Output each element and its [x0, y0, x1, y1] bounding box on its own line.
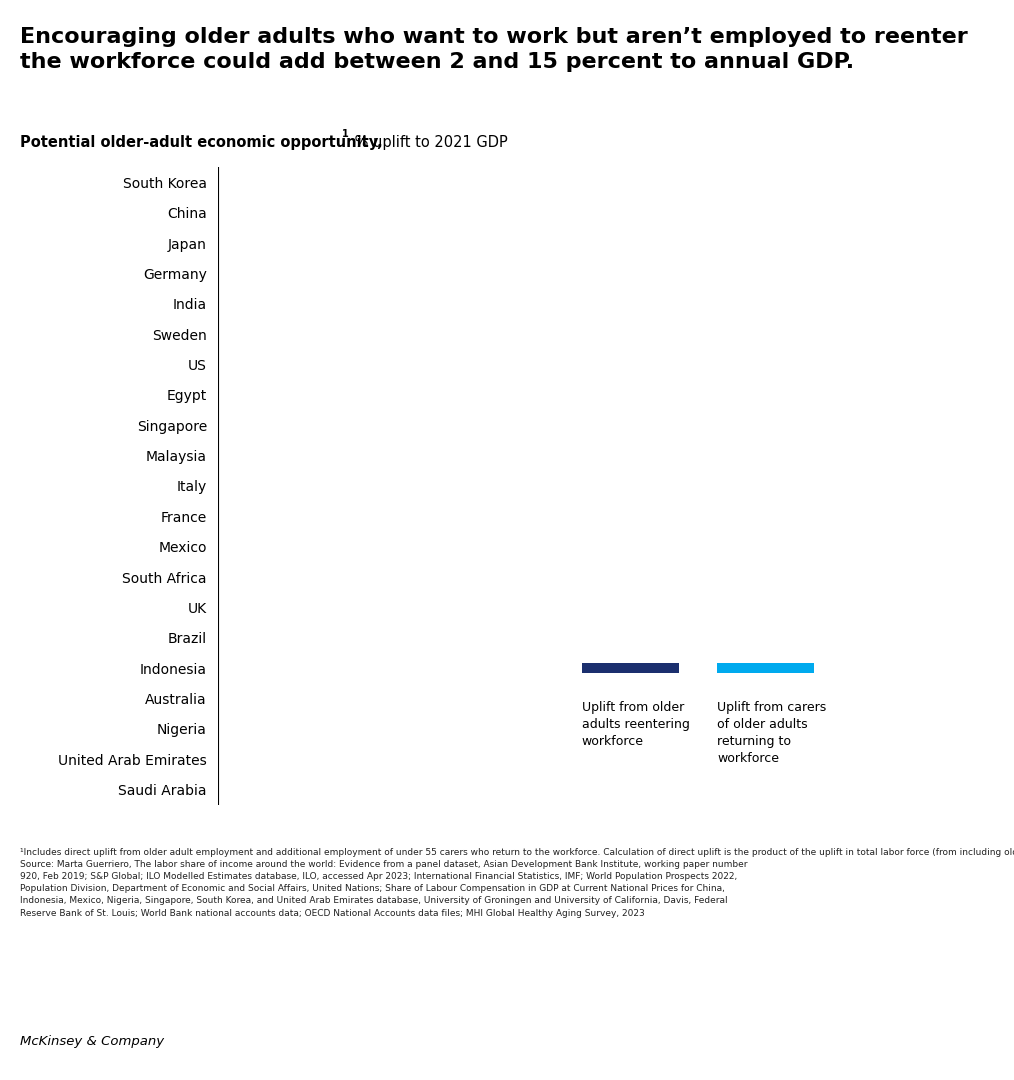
- Text: Uplift from older
adults reentering
workforce: Uplift from older adults reentering work…: [582, 701, 690, 748]
- Text: Potential older-adult economic opportunity,: Potential older-adult economic opportuni…: [20, 135, 383, 150]
- Bar: [717, 663, 814, 673]
- Text: 1: 1: [342, 129, 349, 138]
- Text: Uplift from carers
of older adults
returning to
workforce: Uplift from carers of older adults retur…: [717, 701, 826, 766]
- Bar: [582, 663, 678, 673]
- Text: McKinsey & Company: McKinsey & Company: [20, 1035, 164, 1048]
- Text: Encouraging older adults who want to work but aren’t employed to reenter
the wor: Encouraging older adults who want to wor…: [20, 27, 968, 71]
- Text: % uplift to 2021 GDP: % uplift to 2021 GDP: [350, 135, 508, 150]
- Text: ¹Includes direct uplift from older adult employment and additional employment of: ¹Includes direct uplift from older adult…: [20, 848, 1014, 918]
